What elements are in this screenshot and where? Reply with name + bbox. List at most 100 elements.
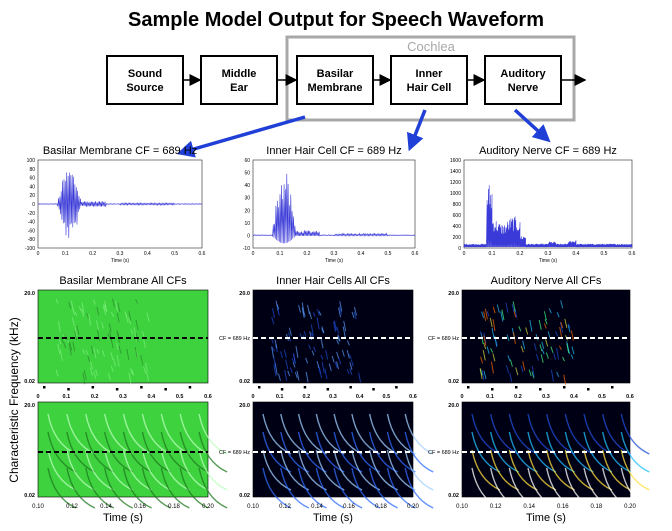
spectrogram-streak (102, 306, 106, 312)
spectrogram-streak (346, 349, 350, 359)
waveform-ytick: 1600 (450, 158, 461, 164)
spectrogram-streak (545, 352, 549, 359)
spectrogram-streak (496, 304, 500, 313)
spectrogram-streak (550, 369, 554, 382)
zoom-marker (467, 386, 470, 389)
spectrogram-streak (486, 311, 490, 317)
zoom-marker (349, 386, 352, 389)
spectrogram-band (262, 467, 292, 509)
spectrogram-streak (570, 354, 574, 359)
flow-block-label: Membrane (307, 82, 362, 94)
spectrogram-streak (483, 370, 487, 380)
spectrogram-streak (131, 370, 135, 376)
time-tick-top: 0.1 (276, 394, 284, 400)
spectrogram-band (564, 449, 594, 491)
spectrogram-streak (135, 298, 139, 304)
spectrogram-streak (117, 302, 121, 312)
spectrogram-band (620, 431, 650, 473)
spectrogram-streak (348, 354, 352, 360)
spectrogram-streak (298, 304, 302, 313)
spectrogram-band (179, 413, 209, 455)
spectrogram-band (583, 449, 613, 491)
spectrogram-streak (337, 334, 341, 342)
spectrogram-streak (86, 312, 89, 319)
flow-block-box (390, 55, 468, 105)
spectrogram-streak (307, 304, 311, 315)
zoom-freq-top-label: 20.0 (239, 403, 250, 409)
time-tick-top: 0 (460, 394, 463, 400)
spectrogram-band (471, 449, 501, 491)
zoom-freq-top-label: 20.0 (24, 403, 35, 409)
spectrogram-band (141, 431, 171, 473)
spectrogram-streak (309, 311, 312, 320)
spectrogram-streak (283, 349, 287, 358)
spectrogram-streak (560, 321, 564, 329)
spectrogram-streak (82, 349, 86, 355)
spectrogram-band (601, 449, 631, 491)
spectrogram-streak (72, 341, 76, 352)
time-tick-bottom: 0.10 (247, 504, 259, 510)
spectrogram-band (66, 431, 96, 473)
spectrogram-band (47, 449, 77, 491)
spectrogram-streak (324, 368, 328, 380)
spectrogram-streak (483, 335, 487, 346)
time-tick-bottom: 0.10 (456, 504, 468, 510)
spectrogram-band (404, 431, 434, 473)
spectrogram-streak (338, 306, 342, 315)
zoom-marker (303, 386, 307, 389)
spectrogram-streak (509, 372, 513, 382)
spectrogram-band (620, 413, 650, 455)
spectrogram-streak (313, 346, 317, 352)
zoom-freq-bottom-label: 0.02 (24, 493, 35, 499)
spectrogram-streak (541, 349, 545, 355)
spectrogram-streak (325, 350, 329, 360)
spectrogram-streak (89, 367, 93, 376)
spectrogram-band (564, 431, 594, 473)
spectrogram-streak (273, 364, 277, 377)
waveform-xtick: 0 (463, 251, 466, 257)
flow-block-label: Nerve (508, 82, 539, 94)
waveform-xtick: 0.6 (629, 251, 636, 257)
spectrogram-streak (57, 320, 61, 333)
spectrogram-streak (490, 361, 494, 374)
spectrogram-streak (320, 338, 324, 349)
spectrogram-streak (115, 301, 119, 312)
spectrogram-streak (564, 318, 568, 328)
spectrogram-band (66, 449, 96, 491)
spectrogram-band (122, 413, 152, 455)
spectrogram-streak (271, 316, 275, 325)
spectrogram-streak (522, 340, 526, 350)
waveform-ytick: 1200 (450, 180, 461, 186)
flow-block-box (296, 55, 374, 105)
spectrogram-streak (320, 354, 324, 360)
spectrogram-streak (128, 317, 132, 325)
waveform-plot-3: Auditory Nerve CF = 689 Hz 1600 1400 1200 10… (450, 145, 636, 264)
waveform-ytick: 400 (453, 224, 462, 230)
zoom-marker (326, 388, 330, 391)
spectrogram-streak (71, 317, 75, 327)
spectrogram-streak (116, 312, 120, 323)
spectrogram-band (160, 449, 190, 491)
spectrogram-band (601, 431, 631, 473)
spectrogram-streak (69, 341, 73, 351)
spectrogram-streak (116, 355, 120, 367)
freq-top-label: 20.0 (24, 291, 35, 297)
spectrogram-streak (146, 371, 150, 381)
cf-marker-label: CF = 689 Hz (219, 450, 250, 456)
flow-block-label: Middle (222, 68, 257, 80)
spectrogram-streak (58, 338, 62, 345)
zoom-marker (91, 386, 95, 389)
spectrogram-band (404, 413, 434, 455)
zoom-marker (188, 386, 192, 389)
spectrogram-streak (336, 335, 340, 342)
spectrogram-streak (133, 327, 137, 339)
spectrogram-streak (294, 372, 298, 379)
spectrogram-streak (145, 362, 148, 372)
time-tick-top: 0 (36, 394, 39, 400)
spectrogram-streak (74, 326, 78, 338)
spectrogram-streak (556, 347, 560, 360)
flow-block-label: Ear (230, 82, 248, 94)
flow-block-2: Middle Ear (200, 55, 278, 105)
